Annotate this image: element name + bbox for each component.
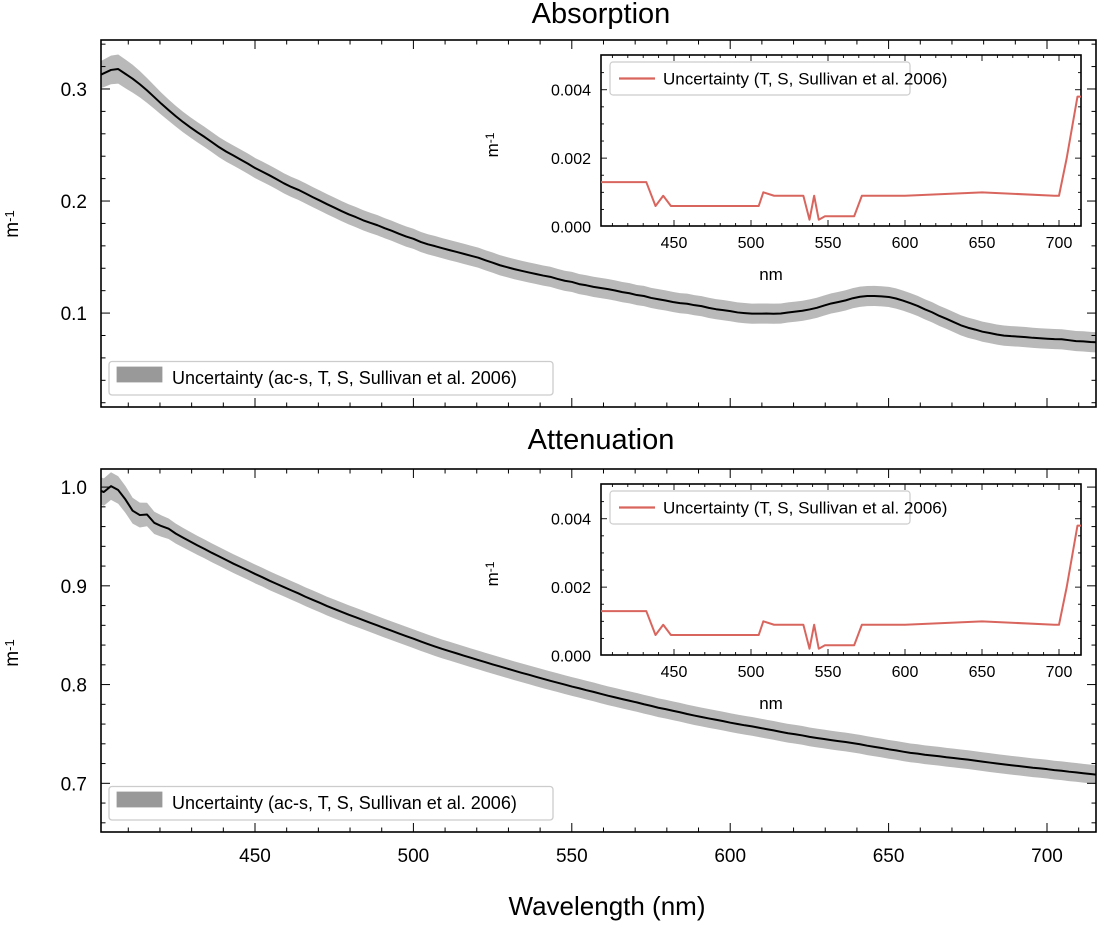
svg-text:0.9: 0.9	[61, 577, 87, 598]
svg-text:650: 650	[969, 235, 996, 252]
svg-text:450: 450	[239, 846, 271, 867]
svg-text:700: 700	[1046, 664, 1073, 681]
svg-text:550: 550	[815, 235, 842, 252]
svg-text:600: 600	[892, 235, 919, 252]
svg-text:550: 550	[556, 846, 588, 867]
svg-text:0.004: 0.004	[551, 512, 591, 529]
svg-text:700: 700	[1046, 235, 1073, 252]
svg-text:nm: nm	[759, 265, 783, 284]
svg-text:650: 650	[873, 846, 905, 867]
svg-text:Attenuation: Attenuation	[528, 424, 675, 456]
svg-text:0.3: 0.3	[61, 80, 87, 101]
svg-text:500: 500	[738, 664, 765, 681]
svg-text:0.002: 0.002	[551, 151, 591, 168]
svg-text:nm: nm	[759, 694, 783, 713]
svg-text:700: 700	[1031, 846, 1063, 867]
svg-text:Uncertainty (T, S, Sullivan et: Uncertainty (T, S, Sullivan et al. 2006)	[663, 70, 947, 89]
svg-text:Uncertainty (T, S, Sullivan et: Uncertainty (T, S, Sullivan et al. 2006)	[663, 499, 947, 518]
svg-text:650: 650	[969, 664, 996, 681]
svg-text:600: 600	[714, 846, 746, 867]
svg-text:500: 500	[398, 846, 430, 867]
svg-text:0.002: 0.002	[551, 580, 591, 597]
svg-text:0.8: 0.8	[61, 676, 87, 697]
svg-text:Uncertainty (ac-s, T, S, Sulli: Uncertainty (ac-s, T, S, Sullivan et al.…	[172, 368, 517, 388]
svg-text:0.000: 0.000	[551, 649, 591, 666]
svg-text:1.0: 1.0	[61, 478, 87, 499]
svg-text:600: 600	[892, 664, 919, 681]
svg-text:0.2: 0.2	[61, 192, 87, 213]
svg-text:0.7: 0.7	[61, 774, 87, 795]
svg-text:Uncertainty (ac-s, T, S, Sulli: Uncertainty (ac-s, T, S, Sullivan et al.…	[172, 793, 517, 813]
svg-text:450: 450	[661, 664, 688, 681]
svg-text:450: 450	[661, 235, 688, 252]
svg-text:0.000: 0.000	[551, 220, 591, 237]
svg-text:500: 500	[738, 235, 765, 252]
svg-text:0.1: 0.1	[61, 304, 87, 325]
svg-text:0.004: 0.004	[551, 83, 591, 100]
svg-text:Absorption: Absorption	[532, 0, 671, 30]
svg-text:550: 550	[815, 664, 842, 681]
svg-text:Wavelength (nm): Wavelength (nm)	[509, 891, 706, 921]
